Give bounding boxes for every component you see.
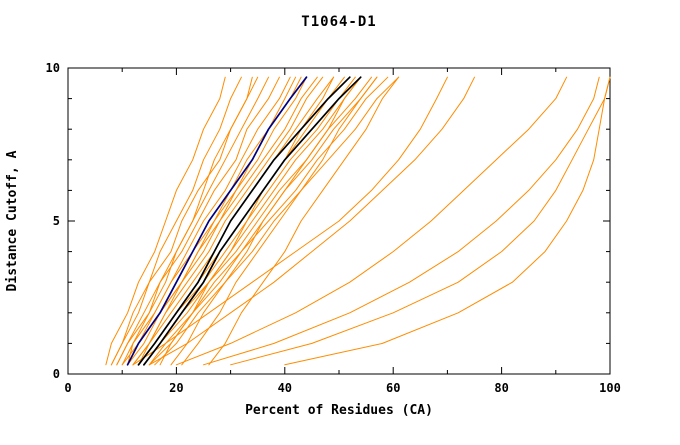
x-tick-label: 0 — [64, 381, 71, 395]
model-curves — [175, 76, 568, 366]
model-curves — [284, 76, 611, 366]
model-curves — [121, 76, 291, 366]
x-tick-label: 20 — [169, 381, 183, 395]
y-tick-label: 0 — [53, 367, 60, 381]
model-curves — [110, 76, 242, 366]
y-axis-label: Distance Cutoff, A — [5, 150, 20, 291]
model-curves — [127, 76, 253, 366]
model-curves — [138, 76, 297, 366]
model-curves — [159, 76, 335, 366]
highlight-black-curves — [143, 76, 362, 366]
model-curves — [116, 76, 280, 366]
model-curves — [203, 76, 600, 366]
model-curves — [154, 76, 400, 366]
x-tick-label: 100 — [599, 381, 621, 395]
x-axis-label: Percent of Residues (CA) — [245, 403, 433, 418]
model-curves — [132, 76, 335, 366]
model-curves — [208, 76, 400, 366]
model-curves — [132, 76, 448, 366]
y-tick-label: 10 — [46, 61, 60, 75]
model-curves — [181, 76, 378, 366]
plot-area: 0 20 40 60 80 100 0 5 10 — [46, 61, 621, 395]
highlight-navy-curve — [126, 76, 308, 366]
model-curves — [143, 76, 372, 366]
model-curves — [148, 76, 475, 366]
model-curves — [230, 76, 611, 366]
x-tick-label: 40 — [278, 381, 292, 395]
chart-title: T1064-D1 — [301, 14, 376, 30]
model-curves — [105, 76, 226, 366]
x-tick-label: 60 — [386, 381, 400, 395]
highlight-black-curves — [137, 76, 351, 366]
x-tick-label: 80 — [494, 381, 508, 395]
model-curves — [132, 76, 324, 366]
model-curves — [170, 76, 362, 366]
y-tick-label: 5 — [53, 214, 60, 228]
